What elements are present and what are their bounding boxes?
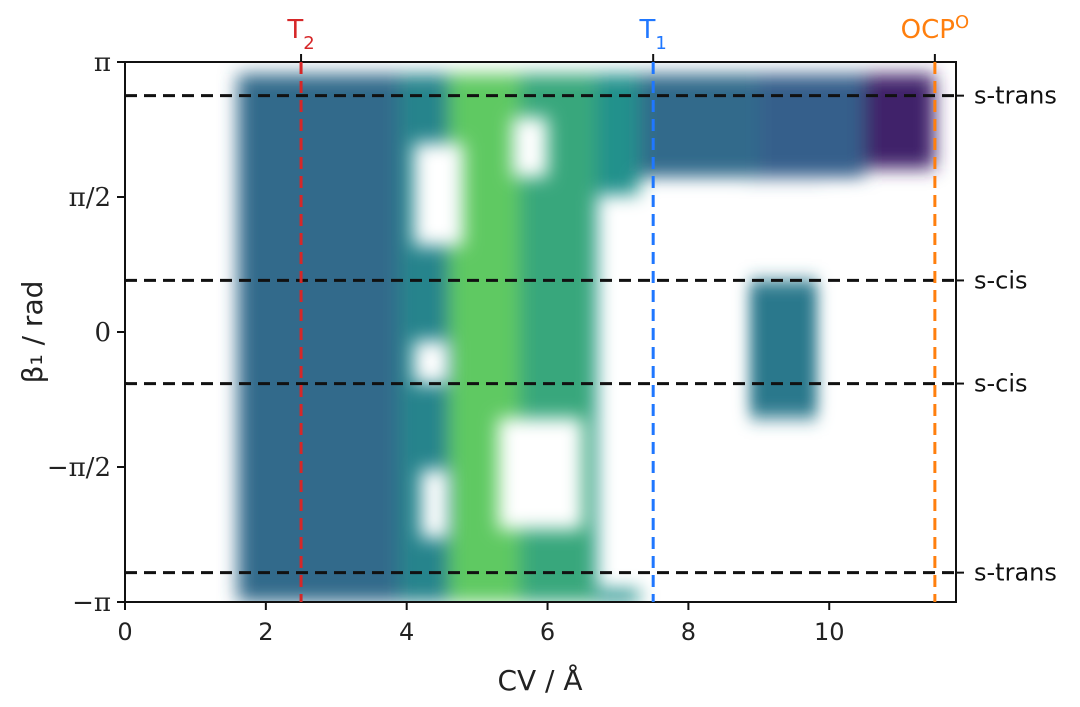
conformation-label: s-cis [974, 266, 1028, 294]
x-axis-ticks: 0 2 4 6 8 10 [117, 602, 845, 646]
heatmap-area [237, 74, 942, 602]
x-axis-title: CV / Å [497, 663, 582, 697]
x-tick-label: 4 [399, 618, 414, 646]
heatmap-region [744, 280, 823, 418]
conformation-label: s-cis [974, 370, 1028, 398]
heatmap-region [864, 74, 935, 169]
heatmap-region [237, 74, 400, 602]
x-tick-label: 8 [681, 618, 696, 646]
x-tick-label: 6 [540, 618, 555, 646]
heatmap-gap [822, 194, 942, 590]
x-tick-label: 0 [117, 618, 132, 646]
x-tick-label: 10 [814, 618, 845, 646]
conformation-label: s-trans [974, 82, 1057, 110]
heatmap-gap [512, 117, 548, 178]
y-axis-ticks: −π −π/2 0 π/2 π [47, 48, 125, 618]
y-axis-title: β₁ / rad [16, 281, 49, 384]
y-tick-label: 0 [94, 318, 111, 348]
x-tick-label: 2 [258, 618, 273, 646]
structure-marker-label: T2 [286, 15, 314, 54]
heatmap-gap [413, 142, 464, 247]
y-tick-label: −π [72, 588, 111, 618]
structure-marker-label: OCPO [901, 12, 969, 46]
heatmap-region [758, 74, 865, 178]
structure-marker-label: T1 [639, 15, 667, 54]
y-tick-label: π [94, 48, 111, 78]
conformation-label: s-trans [974, 559, 1057, 587]
conformation-lines: s-trans s-cis s-cis s-trans [125, 82, 1057, 587]
y-tick-label: −π/2 [47, 453, 111, 483]
heatmap-region [639, 74, 759, 178]
heatmap-gap [413, 340, 449, 384]
heatmap-gap [420, 469, 449, 539]
heatmap-gap [498, 417, 583, 530]
y-tick-label: π/2 [69, 183, 111, 213]
heatmap-gap [596, 194, 745, 590]
